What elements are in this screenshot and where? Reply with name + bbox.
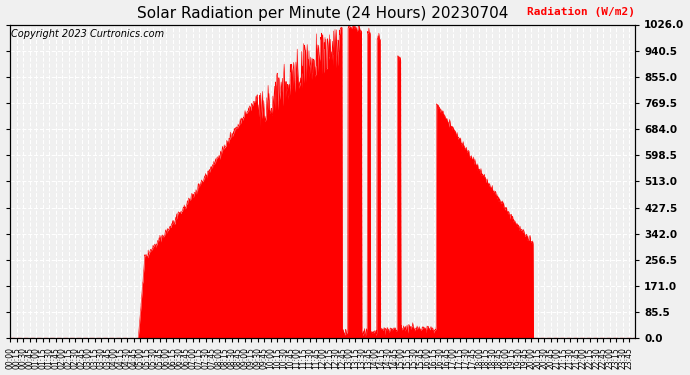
Text: Copyright 2023 Curtronics.com: Copyright 2023 Curtronics.com bbox=[11, 29, 164, 39]
Text: Radiation (W/m2): Radiation (W/m2) bbox=[526, 7, 635, 16]
Title: Solar Radiation per Minute (24 Hours) 20230704: Solar Radiation per Minute (24 Hours) 20… bbox=[137, 6, 509, 21]
